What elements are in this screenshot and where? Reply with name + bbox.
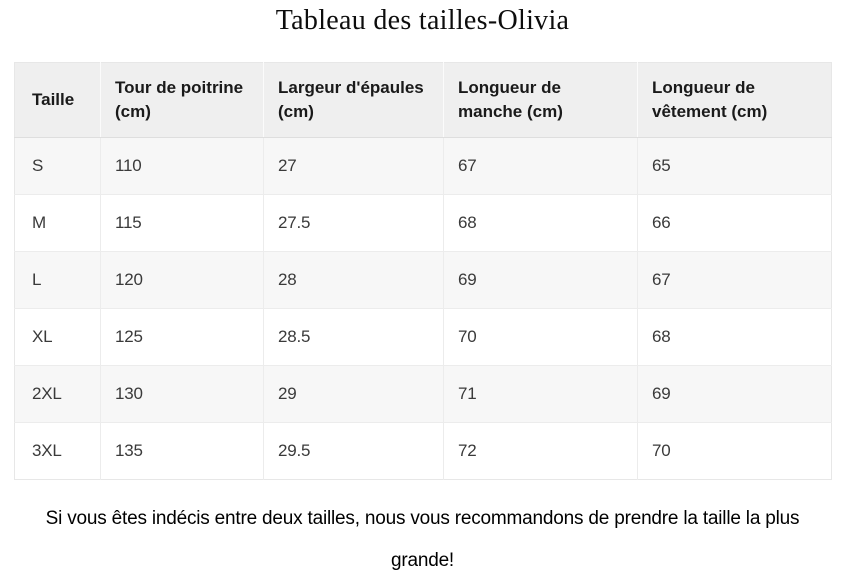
column-header: Taille <box>14 62 101 138</box>
size-label-cell: 3XL <box>14 422 101 480</box>
size-label-cell: S <box>14 137 101 195</box>
measurement-cell: 69 <box>637 365 832 423</box>
measurement-cell: 27 <box>263 137 444 195</box>
measurement-cell: 28 <box>263 251 444 309</box>
measurement-cell: 71 <box>443 365 638 423</box>
measurement-cell: 70 <box>637 422 832 480</box>
measurement-cell: 135 <box>100 422 264 480</box>
column-header: Longueur de vêtement (cm) <box>637 62 832 138</box>
table-row: S 110 27 67 65 <box>14 137 832 195</box>
measurement-cell: 72 <box>443 422 638 480</box>
measurement-cell: 27.5 <box>263 194 444 252</box>
table-body: S 110 27 67 65 M 115 27.5 68 66 L 120 28 69 67 XL 125 28.… <box>14 137 832 480</box>
table-row: M 115 27.5 68 66 <box>14 194 832 252</box>
measurement-cell: 125 <box>100 308 264 366</box>
table-row: XL 125 28.5 70 68 <box>14 308 832 366</box>
column-header: Tour de poitrine (cm) <box>100 62 264 138</box>
measurement-cell: 110 <box>100 137 264 195</box>
table-row: 2XL 130 29 71 69 <box>14 365 832 423</box>
measurement-cell: 69 <box>443 251 638 309</box>
measurement-cell: 120 <box>100 251 264 309</box>
measurement-cell: 28.5 <box>263 308 444 366</box>
measurement-cell: 68 <box>637 308 832 366</box>
measurement-cell: 67 <box>443 137 638 195</box>
table-row: 3XL 135 29.5 72 70 <box>14 422 832 480</box>
measurement-cell: 130 <box>100 365 264 423</box>
measurement-cell: 29.5 <box>263 422 444 480</box>
measurement-cell: 66 <box>637 194 832 252</box>
measurement-cell: 70 <box>443 308 638 366</box>
size-chart-table: Taille Tour de poitrine (cm) Largeur d'épa… <box>14 62 832 480</box>
header-row: Taille Tour de poitrine (cm) Largeur d'épa… <box>14 62 832 138</box>
measurement-cell: 67 <box>637 251 832 309</box>
column-header: Largeur d'épaules (cm) <box>263 62 444 138</box>
sizing-advice-note: Si vous êtes indécis entre deux tailles,… <box>45 508 800 571</box>
size-label-cell: M <box>14 194 101 252</box>
size-label-cell: XL <box>14 308 101 366</box>
size-label-cell: 2XL <box>14 365 101 423</box>
measurement-cell: 68 <box>443 194 638 252</box>
page-title: Tableau des tailles-Olivia <box>275 5 570 36</box>
table-row: L 120 28 69 67 <box>14 251 832 309</box>
measurement-cell: 115 <box>100 194 264 252</box>
column-header: Longueur de manche (cm) <box>443 62 638 138</box>
size-label-cell: L <box>14 251 101 309</box>
measurement-cell: 29 <box>263 365 444 423</box>
measurement-cell: 65 <box>637 137 832 195</box>
